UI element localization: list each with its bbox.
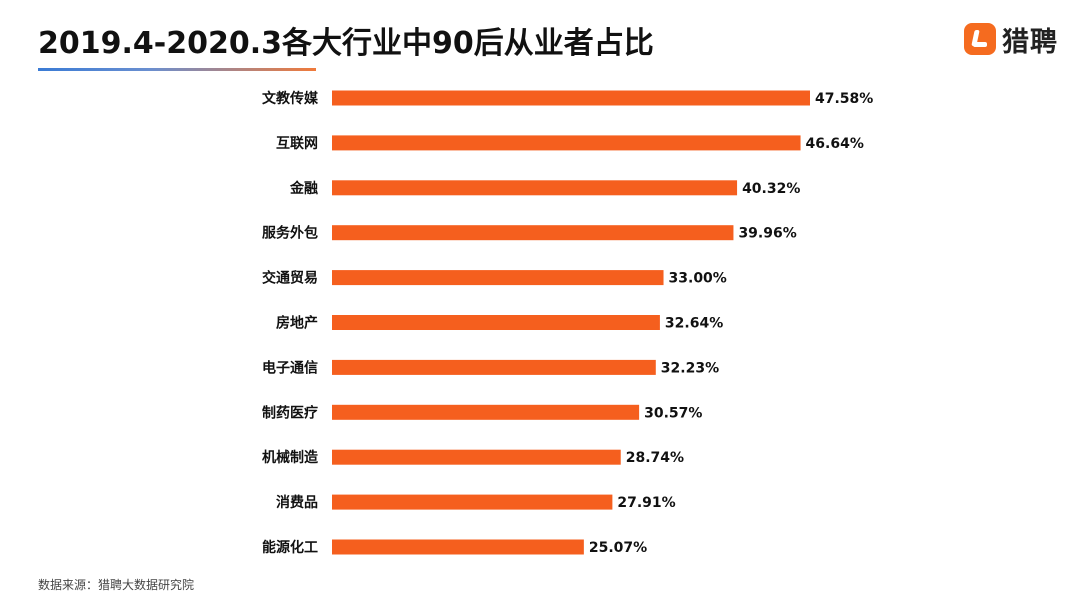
value-label: 46.64% xyxy=(806,136,864,152)
category-label: 金融 xyxy=(289,180,318,197)
title-underline xyxy=(38,68,316,71)
bar xyxy=(332,135,801,151)
bar xyxy=(332,225,734,241)
category-label: 文教传媒 xyxy=(262,90,319,107)
value-label: 27.91% xyxy=(617,495,675,511)
data-source: 数据来源：猎聘大数据研究院 xyxy=(38,578,195,592)
value-label: 25.07% xyxy=(589,540,647,556)
bar xyxy=(332,315,660,330)
category-label: 互联网 xyxy=(276,136,318,152)
value-label: 30.57% xyxy=(644,405,702,421)
logo-text: 猎聘 xyxy=(1002,26,1058,58)
bar xyxy=(332,90,810,106)
category-label: 房地产 xyxy=(276,315,318,332)
value-label: 40.32% xyxy=(742,181,800,197)
value-label: 47.58% xyxy=(815,91,873,107)
category-label: 消费品 xyxy=(276,494,318,511)
liepin-logo-icon xyxy=(964,23,996,55)
bar xyxy=(332,270,664,286)
value-label: 39.96% xyxy=(738,226,796,242)
bar xyxy=(332,180,738,196)
bar xyxy=(332,404,640,420)
value-label: 28.74% xyxy=(626,450,684,466)
category-label: 机械制造 xyxy=(262,449,318,466)
value-label: 33.00% xyxy=(669,271,727,287)
category-label: 能源化工 xyxy=(262,539,318,556)
bar xyxy=(332,539,584,555)
category-label: 服务外包 xyxy=(262,225,318,242)
category-label: 电子通信 xyxy=(262,359,318,376)
bar xyxy=(332,449,621,465)
value-label: 32.23% xyxy=(661,360,719,376)
page-title: 2019.4-2020.3各大行业中90后从业者占比 xyxy=(38,26,654,61)
brand-logo: 猎聘 xyxy=(964,22,1058,58)
bar xyxy=(332,359,656,375)
category-label: 制药医疗 xyxy=(262,404,318,421)
bar xyxy=(332,494,613,510)
value-label: 32.64% xyxy=(665,316,723,332)
category-label: 交通贸易 xyxy=(262,270,318,287)
